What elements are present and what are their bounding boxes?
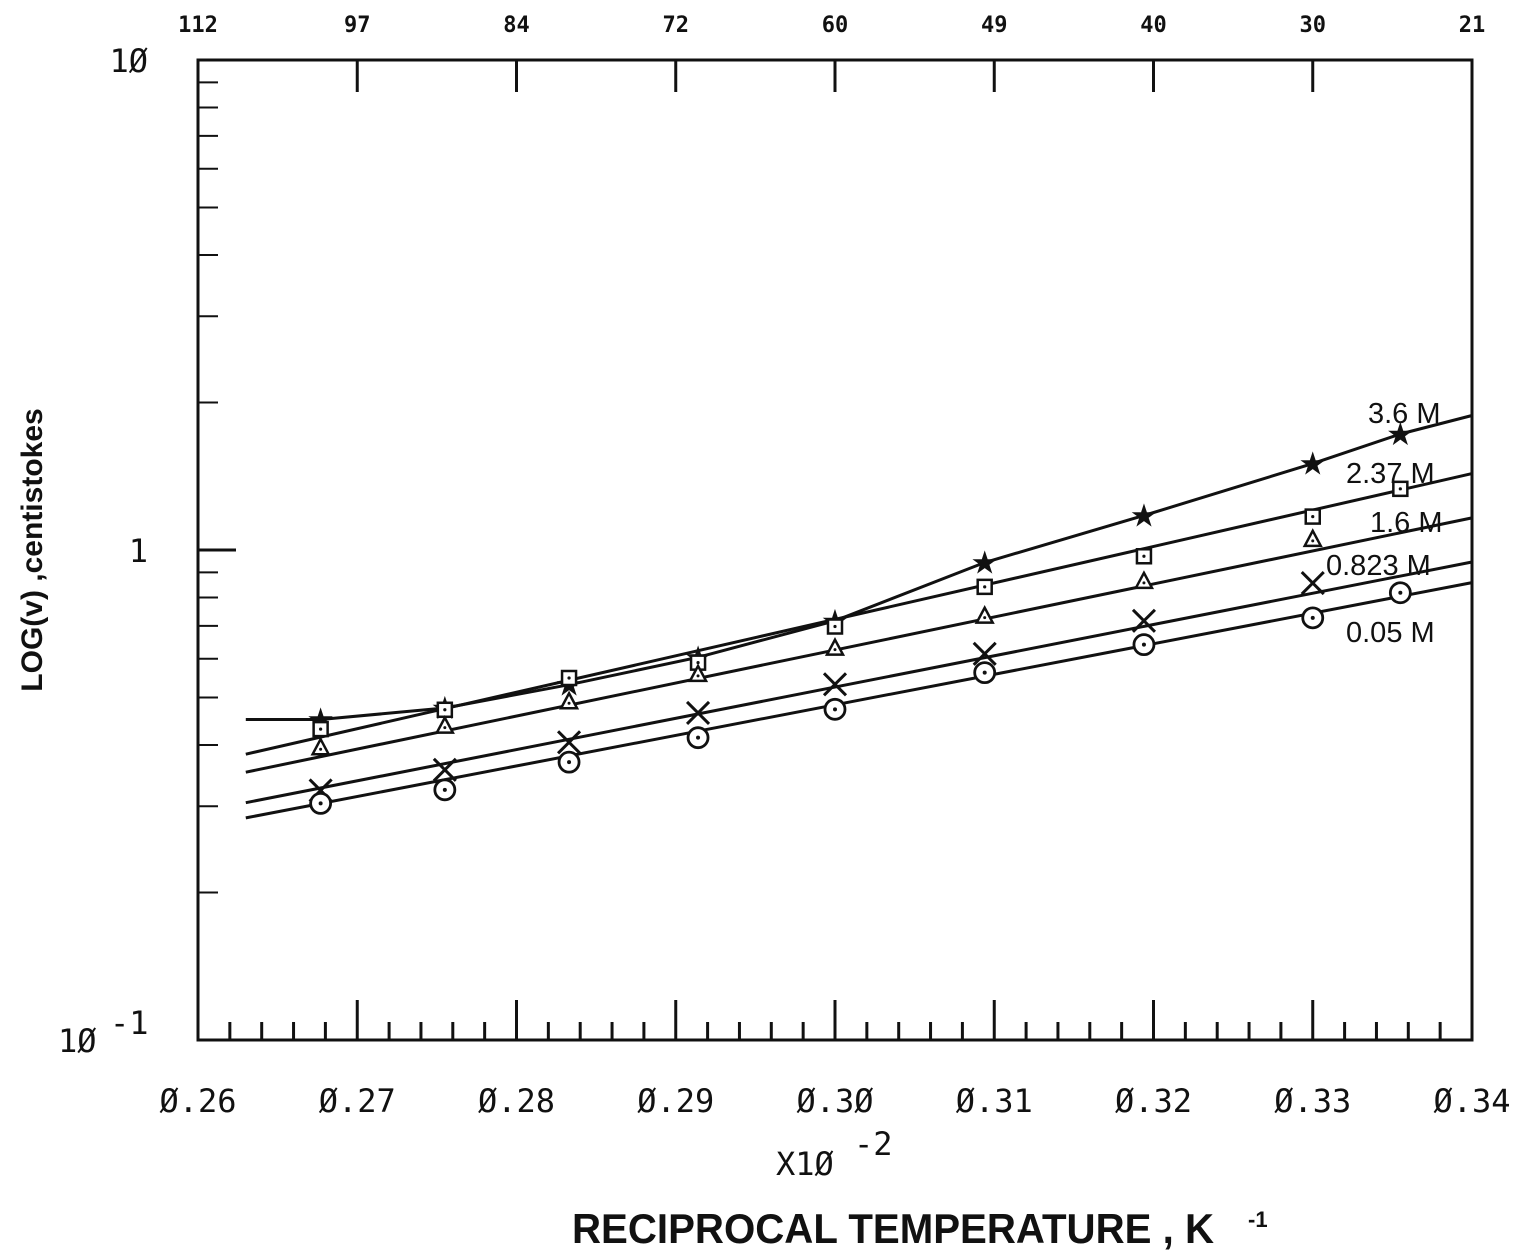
data-point-triangle-dot (567, 701, 571, 705)
data-point-star: ★ (1298, 445, 1327, 483)
top-axis-label: 49 (981, 13, 1008, 38)
series-group: ★★★★★★★★★3.6 M2.37 M1.6 M0.823 M0.05 M (245, 398, 1473, 820)
data-point-x (822, 672, 848, 697)
data-point-square-dot (983, 585, 987, 589)
y-tick-exponent: -1 (110, 1004, 149, 1042)
data-point-star: ★ (1386, 415, 1415, 453)
x-multiplier-text: X1Ø (776, 1145, 834, 1183)
top-axis-label: 112 (178, 13, 218, 38)
x-tick-label: Ø.3Ø (796, 1082, 873, 1120)
series-star: ★★★★★★★★★3.6 M (245, 398, 1473, 738)
data-point-circle-dot (1398, 590, 1403, 595)
data-point-triangle (974, 605, 995, 624)
data-point-triangle (558, 690, 580, 710)
series-square: 2.37 M (245, 458, 1473, 756)
top-axis-label: 72 (663, 13, 690, 38)
x-tick-label: Ø.34 (1433, 1082, 1510, 1120)
series-circle: 0.05 M (245, 581, 1473, 820)
data-point-x (1300, 571, 1325, 596)
x-tick-label: Ø.27 (319, 1082, 396, 1120)
data-point-circle-dot (696, 735, 701, 740)
x-tick-label: Ø.31 (956, 1082, 1033, 1120)
data-point-square-dot (567, 676, 571, 680)
y-axis-title: LOG(v) ,centistokes (16, 408, 49, 691)
data-point-circle-dot (982, 670, 987, 675)
data-point-triangle-dot (443, 726, 447, 730)
axis-ticks (196, 60, 1474, 1040)
data-point-x (685, 700, 711, 726)
x-tick-label: Ø.28 (478, 1082, 555, 1120)
data-point-triangle (434, 714, 455, 734)
data-point-circle-dot (1310, 615, 1315, 620)
series-line (245, 581, 1473, 820)
series-label: 1.6 M (1370, 507, 1443, 539)
x-multiplier: X1Ø -2 (776, 1125, 893, 1183)
y-tick-labels: 1Ø 1 1Ø -1 (58, 42, 149, 1060)
data-point-star: ★ (1130, 497, 1159, 535)
y-tick-label: 1Ø (109, 42, 148, 80)
data-point-square-dot (1311, 514, 1315, 519)
plot-frame (196, 58, 1474, 1042)
series-line (245, 516, 1473, 774)
series-triangle: 1.6 M (245, 507, 1473, 774)
series-label: 3.6 M (1368, 398, 1441, 430)
series-line (245, 472, 1473, 756)
data-point-circle-dot (442, 787, 447, 792)
y-tick-label: 1 (129, 532, 148, 570)
data-point-square-dot (833, 624, 837, 629)
x-multiplier-exponent: -2 (854, 1125, 893, 1163)
data-point-triangle (824, 637, 846, 656)
data-point-circle-dot (318, 801, 323, 806)
data-point-triangle-dot (1311, 539, 1315, 543)
y-tick-label: 1Ø (58, 1022, 97, 1060)
series-line (245, 560, 1473, 805)
data-point-triangle-dot (319, 747, 323, 751)
data-point-x (1131, 608, 1157, 633)
data-point-x (972, 641, 997, 666)
data-point-square-dot (1142, 554, 1146, 558)
data-point-circle-dot (1141, 642, 1146, 647)
top-axis-label: 60 (822, 13, 849, 38)
data-point-x (556, 730, 582, 755)
data-point-square-dot (696, 661, 700, 665)
top-axis-label: 97 (344, 13, 371, 38)
data-point-triangle (687, 663, 709, 683)
data-point-circle-dot (833, 707, 837, 712)
top-axis-label: 30 (1300, 13, 1327, 38)
x-axis-title-exponent: -1 (1248, 1207, 1268, 1232)
series-label: 2.37 M (1346, 458, 1435, 490)
data-point-square-dot (319, 727, 323, 731)
x-tick-label: Ø.33 (1274, 1082, 1351, 1120)
data-point-triangle (1302, 528, 1323, 548)
data-point-circle-dot (567, 760, 572, 765)
data-point-square-dot (1398, 487, 1402, 491)
top-axis-label: 84 (503, 13, 530, 38)
data-point-triangle-dot (1142, 581, 1146, 585)
data-point-square-dot (443, 708, 447, 712)
data-point-triangle-dot (833, 648, 837, 652)
series-label: 0.05 M (1346, 617, 1435, 649)
series-line (245, 414, 1473, 721)
x-axis-title-group: RECIPROCAL TEMPERATURE , K -1 (572, 1205, 1268, 1251)
x-tick-labels: Ø.26 Ø.27 Ø.28 Ø.29 Ø.3Ø Ø.31 Ø.32 Ø.33 Ø.34 (159, 1082, 1510, 1120)
x-axis-title: RECIPROCAL TEMPERATURE , K (572, 1205, 1214, 1251)
top-axis-label: 40 (1140, 13, 1167, 38)
data-point-triangle-dot (696, 674, 700, 678)
data-point-triangle (1133, 570, 1155, 590)
data-point-star: ★ (970, 543, 999, 581)
x-tick-label: Ø.32 (1115, 1082, 1192, 1120)
data-point-triangle (310, 736, 331, 756)
x-tick-label: Ø.26 (159, 1082, 236, 1120)
x-tick-label: Ø.29 (637, 1082, 714, 1120)
series-label: 0.823 M (1326, 550, 1431, 582)
series-x: 0.823 M (245, 550, 1473, 805)
top-axis-label: 21 (1459, 13, 1486, 38)
data-point-triangle-dot (983, 616, 987, 620)
top-axis-labels: 112 97 84 72 60 49 40 30 21 (178, 13, 1485, 38)
